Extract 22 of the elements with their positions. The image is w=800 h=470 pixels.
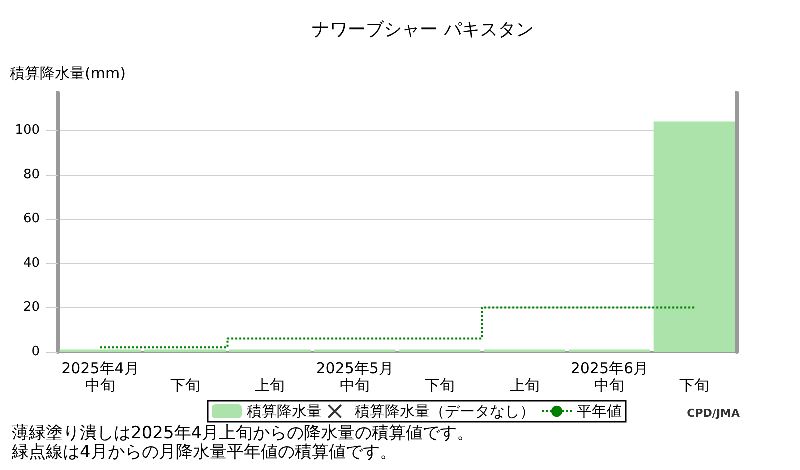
y-tick-label: 100 xyxy=(15,123,40,138)
x-tick-label: 下旬 xyxy=(424,376,455,394)
x-tick-label: 2025年5月中旬 xyxy=(316,360,394,394)
y-tick-label: 40 xyxy=(23,256,40,271)
x-tick-label: 2025年6月中旬 xyxy=(570,360,649,394)
legend-label: 平年値 xyxy=(577,402,622,420)
legend-label: 積算降水量 xyxy=(247,402,322,420)
y-tick-label: 80 xyxy=(23,167,40,182)
x-tick-label: 2025年4月中旬 xyxy=(62,360,140,394)
chart-title: ナワーブシャー パキスタン xyxy=(312,20,534,40)
x-tick-label: 下旬 xyxy=(170,376,200,394)
x-tick-label: 下旬 xyxy=(680,376,710,394)
legend-label: 積算降水量（データなし） xyxy=(355,402,535,420)
text: 薄緑塗り潰しは2025年4月上旬からの降水量の積算値です。 xyxy=(12,424,474,444)
text: CPD/JMA xyxy=(687,407,740,420)
y-axis-title: 積算降水量(mm) xyxy=(10,64,126,82)
y-tick-label: 0 xyxy=(32,344,40,360)
x-tick-label: 上旬 xyxy=(510,376,540,394)
text: 緑点線は4月からの月降水量平年値の積算値です。 xyxy=(11,442,397,462)
y-tick-label: 20 xyxy=(23,300,40,316)
x-tick-label: 上旬 xyxy=(255,376,286,394)
y-tick-label: 60 xyxy=(23,212,40,227)
